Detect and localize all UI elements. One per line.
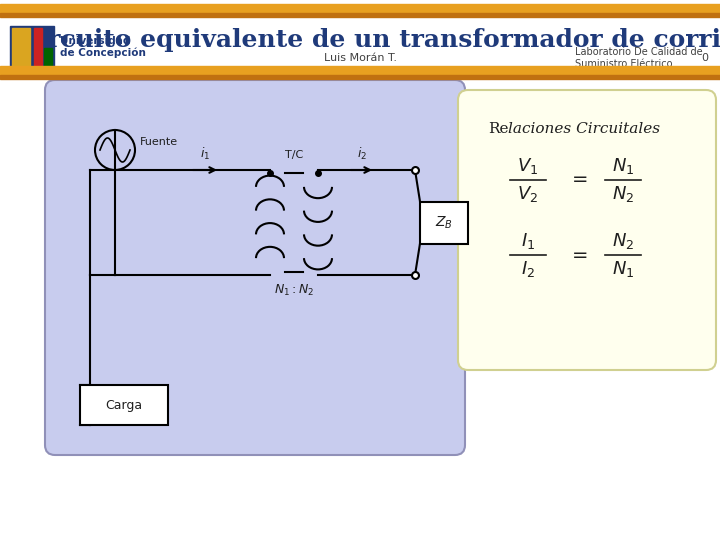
Text: Circuito equivalente de un transformador de corriente.: Circuito equivalente de un transformador… [18, 28, 720, 52]
Text: $Z_B$: $Z_B$ [435, 214, 453, 231]
Text: $I_1$: $I_1$ [521, 231, 535, 251]
Bar [420, 201, 468, 244]
Bar [12, 28, 30, 68]
Text: $i_1$: $i_1$ [200, 146, 210, 162]
Text: T/C: T/C [285, 150, 303, 160]
Text: =: = [572, 171, 588, 190]
Text: laciones Circuitales: laciones Circuitales [508, 122, 660, 136]
Text: $V_1$: $V_1$ [518, 156, 539, 176]
Bar [0, 75, 720, 79]
Bar [0, 4, 720, 13]
Text: Luis Morán T.: Luis Morán T. [323, 53, 397, 63]
Text: Laboratorio De Calidad de: Laboratorio De Calidad de [575, 47, 703, 57]
Text: Suministro Eléctrico: Suministro Eléctrico [575, 59, 672, 69]
Text: $V_2$: $V_2$ [518, 184, 539, 204]
Text: Carga: Carga [105, 399, 143, 411]
Text: =: = [572, 246, 588, 265]
FancyBboxPatch shape [45, 80, 465, 455]
Text: $N_2$: $N_2$ [612, 231, 634, 251]
Text: $N_1$: $N_1$ [612, 156, 634, 176]
Text: de Concepción: de Concepción [60, 48, 146, 58]
Text: Fuente: Fuente [140, 137, 178, 147]
Bar [44, 48, 52, 68]
Text: Re: Re [488, 122, 508, 136]
Text: $N_2$: $N_2$ [612, 184, 634, 204]
Text: Universidad: Universidad [60, 36, 130, 46]
Text: $I_2$: $I_2$ [521, 259, 535, 279]
Bar [0, 13, 720, 17]
Text: $N_1 : N_2$: $N_1 : N_2$ [274, 283, 314, 298]
Text: $N_1$: $N_1$ [612, 259, 634, 279]
Bar [10, 26, 54, 70]
Bar [34, 28, 42, 68]
Bar [80, 385, 168, 425]
Text: 0: 0 [701, 53, 708, 63]
FancyBboxPatch shape [458, 90, 716, 370]
Text: $i_2$: $i_2$ [357, 146, 367, 162]
Bar [0, 66, 720, 75]
